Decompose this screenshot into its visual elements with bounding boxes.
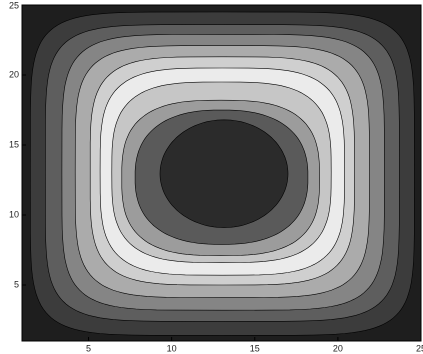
- contour-region: [159, 119, 289, 228]
- y-tick-label: 5: [14, 279, 19, 289]
- y-tick-label: 25: [9, 0, 19, 10]
- y-tick-label: 10: [9, 209, 19, 219]
- plot-frame: [21, 4, 422, 342]
- x-tick-label: 25: [416, 343, 423, 353]
- x-tick-label: 20: [333, 343, 343, 353]
- x-tick-label: 15: [250, 343, 260, 353]
- x-tick-label: 10: [167, 343, 177, 353]
- y-tick-label: 15: [9, 139, 19, 149]
- x-tick-label: 5: [86, 343, 91, 353]
- y-tick-label: 20: [9, 69, 19, 79]
